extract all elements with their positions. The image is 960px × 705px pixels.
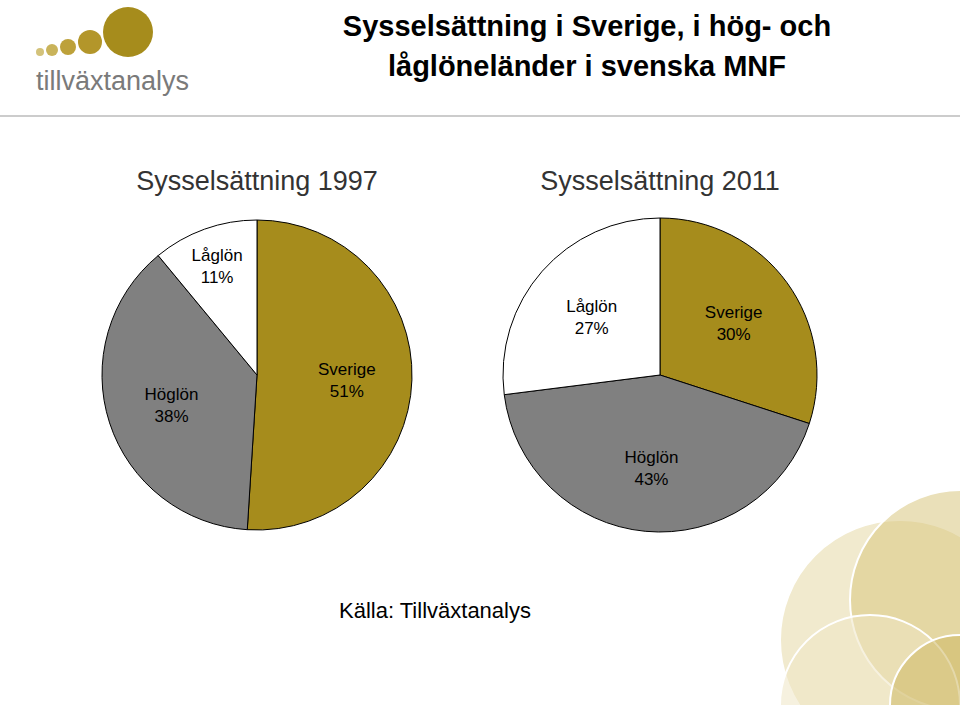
data-label: Höglön 38% xyxy=(145,385,199,426)
data-labels: Sverige 30% Höglön 43% Låglön 27% xyxy=(566,297,762,489)
data-label: Låglön 27% xyxy=(566,297,617,338)
logo-text: tillväxtanalys xyxy=(36,66,189,96)
page: tillväxtanalys Sysselsättning i Sverige, … xyxy=(0,0,960,705)
separator xyxy=(0,115,960,117)
label-category: Sverige xyxy=(705,303,763,322)
slice xyxy=(247,220,412,530)
label-value: 51% xyxy=(330,382,364,401)
label-category: Höglön xyxy=(624,448,678,467)
label-value: 43% xyxy=(634,470,668,489)
data-label: Sverige 51% xyxy=(318,360,376,401)
chart-title: Sysselsättning 1997 xyxy=(136,166,378,196)
slice xyxy=(503,218,660,395)
data-label: Låglön 11% xyxy=(192,246,243,287)
label-value: 27% xyxy=(575,319,609,338)
logo-dot xyxy=(36,48,44,56)
label-category: Sverige xyxy=(318,360,376,379)
title-line: Sysselsättning i Sverige, i hög- och xyxy=(343,10,831,42)
label-category: Låglön xyxy=(192,246,243,265)
data-labels: Sverige 51% Höglön 38% Låglön 11% xyxy=(145,246,376,426)
title-line: låglöneländer i svenska MNF xyxy=(388,50,786,82)
data-label: Höglön 43% xyxy=(624,448,678,489)
slice xyxy=(504,375,809,532)
logo-dot xyxy=(78,30,102,54)
chart-title: Sysselsättning 2011 xyxy=(540,166,780,196)
slice xyxy=(158,220,257,375)
slices xyxy=(503,218,817,532)
decoration xyxy=(780,490,960,705)
label-value: 11% xyxy=(201,268,234,287)
source: Källa: Tillväxtanalys xyxy=(339,598,531,623)
decor-circle xyxy=(890,635,960,705)
label-value: 38% xyxy=(154,407,188,426)
page-title: Sysselsättning i Sverige, i hög- och lågl… xyxy=(343,10,831,82)
data-label: Sverige 30% xyxy=(705,303,763,344)
slices xyxy=(102,220,412,530)
chart: Sysselsättning 1997 Sverige 51% Höglön 38% Lå… xyxy=(102,166,412,530)
chart: Sysselsättning 2011 Sverige 30% Höglön 43% Lå… xyxy=(503,166,817,532)
label-category: Låglön xyxy=(566,297,617,316)
logo-dot xyxy=(46,44,58,56)
label-value: 30% xyxy=(717,325,751,344)
logo-dot xyxy=(103,7,153,57)
logo-dot xyxy=(60,39,76,55)
logo: tillväxtanalys xyxy=(36,7,189,96)
label-category: Höglön xyxy=(145,385,199,404)
